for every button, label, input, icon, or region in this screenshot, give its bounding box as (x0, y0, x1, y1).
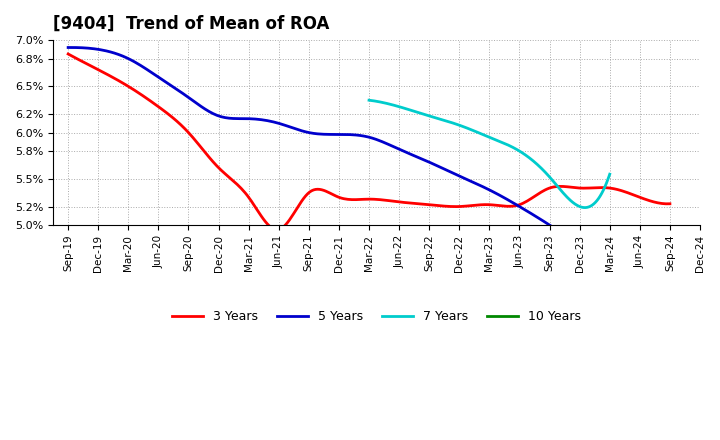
Line: 3 Years: 3 Years (68, 54, 670, 230)
Text: [9404]  Trend of Mean of ROA: [9404] Trend of Mean of ROA (53, 15, 330, 33)
7 Years (508, 144, 517, 150)
3 Years (66, 52, 74, 58)
3 Years (665, 201, 674, 206)
5 Years (422, 158, 431, 164)
7 Years (365, 98, 374, 103)
5 Years (573, 241, 582, 246)
5 Years (64, 45, 73, 50)
5 Years (665, 301, 674, 306)
5 Years (434, 164, 443, 169)
3 Years (273, 227, 282, 232)
3 Years (422, 202, 431, 207)
3 Years (573, 185, 582, 191)
5 Years (611, 268, 620, 273)
Line: 7 Years: 7 Years (369, 100, 610, 208)
7 Years (507, 144, 516, 149)
7 Years (366, 98, 374, 103)
3 Years (611, 187, 620, 192)
3 Years (64, 51, 73, 57)
5 Years (68, 45, 76, 50)
5 Years (66, 45, 74, 50)
7 Years (606, 172, 614, 177)
7 Years (567, 199, 576, 204)
7 Years (580, 205, 589, 210)
3 Years (424, 202, 433, 207)
5 Years (424, 159, 433, 165)
3 Years (434, 203, 443, 208)
7 Years (584, 205, 593, 210)
Line: 5 Years: 5 Years (68, 48, 670, 304)
Legend: 3 Years, 5 Years, 7 Years, 10 Years: 3 Years, 5 Years, 7 Years, 10 Years (167, 305, 586, 328)
7 Years (512, 147, 521, 152)
